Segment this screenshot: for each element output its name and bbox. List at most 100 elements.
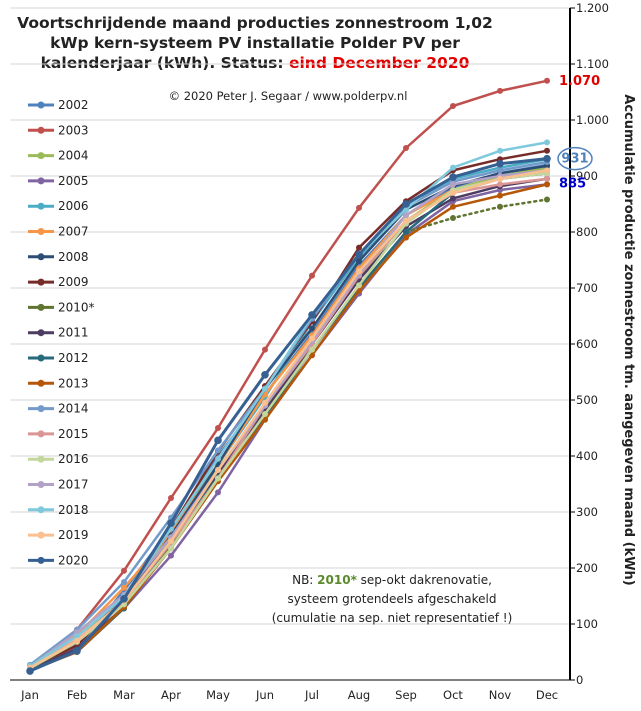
data-point <box>215 425 221 431</box>
annotation-note: NB: 2010* sep-okt dakrenovatie, systeem g… <box>272 573 513 625</box>
data-point <box>309 272 315 279</box>
legend-label: 2007 <box>58 225 89 239</box>
note-text: (cumulatie na sep. niet representatief !… <box>272 611 513 625</box>
legend-item: 2006 <box>28 199 89 213</box>
data-point <box>403 145 409 151</box>
x-tick-label: Jul <box>304 688 319 702</box>
data-point <box>544 181 550 188</box>
legend-item: 2012 <box>28 351 89 365</box>
x-tick-label: Feb <box>67 688 87 702</box>
data-point <box>167 519 175 527</box>
data-point <box>26 667 34 675</box>
legend-swatch-marker <box>37 303 45 311</box>
title-line-3: kalenderjaar (kWh). Status: eind Decembe… <box>41 54 470 72</box>
data-point <box>215 455 221 462</box>
legend-label: 2013 <box>58 376 89 390</box>
legend-label: 2018 <box>58 503 89 517</box>
legend-label: 2020 <box>58 553 89 567</box>
end-label: 885 <box>559 176 586 191</box>
y-tick-label: 700 <box>576 281 598 295</box>
legend-label: 2005 <box>58 174 89 188</box>
series-lines <box>26 77 551 675</box>
note-line: systeem grotendeels afgeschakeld <box>288 592 497 606</box>
legend-swatch-marker <box>37 152 45 160</box>
series-2018 <box>27 139 550 669</box>
data-point <box>74 633 80 640</box>
data-point <box>403 212 409 219</box>
data-point <box>449 173 457 181</box>
legend-label: 2003 <box>58 123 89 137</box>
note-highlight: 2010* <box>317 573 357 587</box>
data-point <box>497 87 503 94</box>
data-point <box>356 282 362 289</box>
data-point <box>356 268 362 275</box>
legend-label: 2016 <box>58 452 89 466</box>
y-tick-label: 900 <box>576 169 598 183</box>
legend-swatch-marker <box>37 506 45 514</box>
x-tick-label: Jun <box>255 688 274 702</box>
legend-swatch-marker <box>37 126 45 134</box>
data-point <box>121 584 127 591</box>
data-point <box>120 595 128 603</box>
x-tick-label: Sep <box>395 688 417 702</box>
note-text: NB: <box>292 573 317 587</box>
axes: 0 100 200 300 400 500 600 700 800 900 1.000 1.100 1.… <box>10 1 609 702</box>
legend-label: 2009 <box>58 275 89 289</box>
series-2020 <box>26 154 551 675</box>
legend-label: 2002 <box>58 98 89 112</box>
title-line-3-text: kalenderjaar (kWh). Status: <box>41 54 284 72</box>
data-point <box>450 215 456 221</box>
legend-item: 2016 <box>28 452 89 466</box>
y-tick-label: 600 <box>576 337 598 351</box>
data-point <box>73 647 81 655</box>
legend-swatch-marker <box>37 531 45 539</box>
data-point <box>309 335 315 342</box>
legend-label: 2011 <box>58 326 89 340</box>
legend-swatch-marker <box>37 430 45 438</box>
end-label: 1.070 <box>559 74 600 89</box>
legend-swatch-marker <box>37 101 45 109</box>
y-tick-label: 100 <box>576 617 598 631</box>
data-point <box>403 229 409 235</box>
legend-item: 2008 <box>28 250 89 264</box>
data-point <box>168 538 174 545</box>
legend-swatch-marker <box>37 405 45 413</box>
data-point <box>544 196 550 203</box>
data-point <box>497 147 503 154</box>
legend-label: 2006 <box>58 199 89 213</box>
data-point <box>544 77 550 84</box>
data-point <box>215 467 221 473</box>
data-point <box>543 154 551 163</box>
y-tick-label: 800 <box>576 225 598 239</box>
note-text: sep-okt dakrenovatie, <box>357 573 492 587</box>
series-line <box>29 157 548 673</box>
legend-label: 2010* <box>58 300 95 314</box>
data-point <box>168 545 174 552</box>
legend-item: 2013 <box>28 376 89 390</box>
series-line <box>29 79 548 667</box>
legend-item: 2020 <box>28 553 89 567</box>
data-point <box>403 217 409 224</box>
title-line-1: Voortschrijdende maand producties zonnes… <box>17 14 493 32</box>
data-point <box>496 159 504 168</box>
y-tick-label: 400 <box>576 449 598 463</box>
y-tick-label: 200 <box>576 561 598 575</box>
legend-item: 2018 <box>28 503 89 517</box>
end-label: 931 <box>561 152 588 167</box>
legend-swatch-marker <box>37 202 45 210</box>
legend-swatch-marker <box>37 455 45 463</box>
data-point <box>215 475 221 482</box>
legend: 2002 2003 2004 2005 2006 2007 2008 2009 2010* 201… <box>28 98 95 567</box>
data-point <box>497 192 503 199</box>
x-tick-label: Jan <box>20 688 39 702</box>
data-point <box>262 399 268 406</box>
data-point <box>121 567 127 574</box>
data-point <box>497 181 503 188</box>
series-line <box>29 169 548 668</box>
data-point <box>355 250 363 259</box>
data-point <box>403 206 409 213</box>
data-point <box>262 385 268 392</box>
series-line <box>29 171 548 670</box>
